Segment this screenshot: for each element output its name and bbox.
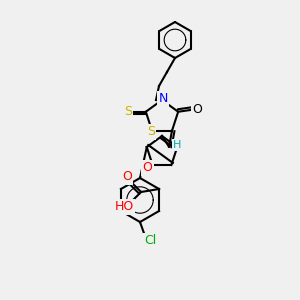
Text: S: S	[147, 125, 155, 138]
Text: H: H	[173, 140, 181, 150]
Text: O: O	[192, 103, 202, 116]
Text: O: O	[143, 161, 152, 174]
Text: N: N	[158, 92, 168, 106]
Text: O: O	[122, 170, 132, 184]
Text: Cl: Cl	[144, 235, 156, 248]
Text: HO: HO	[114, 200, 134, 214]
Text: S: S	[124, 105, 132, 118]
